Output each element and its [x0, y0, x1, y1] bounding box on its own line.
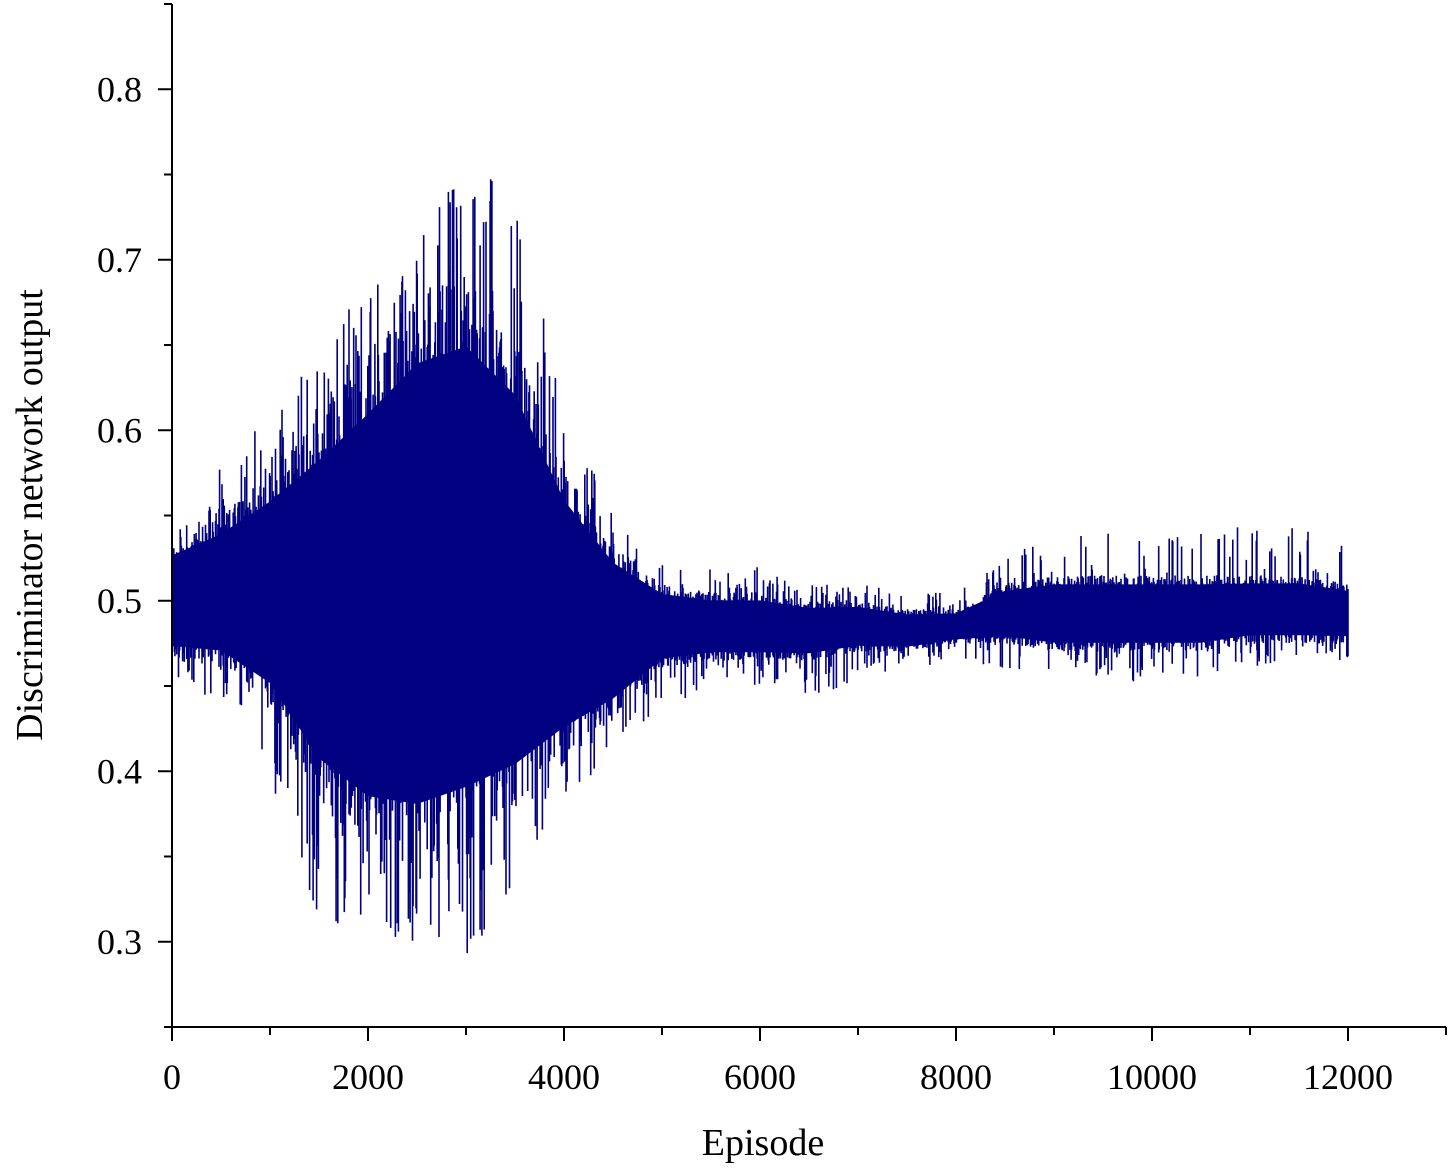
y-tick-label-5: 0.8: [97, 69, 142, 109]
y-tick-label-0: 0.3: [97, 922, 142, 962]
y-tick-label-3: 0.6: [97, 410, 142, 450]
series-band: [172, 346, 1348, 804]
y-tick-label-1: 0.4: [97, 751, 142, 791]
x-tick-label-0: 0: [163, 1057, 181, 1097]
plot-data-layer: [171, 179, 1349, 954]
y-axis-title: Discriminator network output: [9, 289, 51, 741]
x-tick-label-4: 8000: [920, 1057, 992, 1097]
x-tick-label-3: 6000: [724, 1057, 796, 1097]
x-tick-label-6: 12000: [1303, 1057, 1393, 1097]
x-axis-title: Episode: [702, 1122, 824, 1164]
x-tick-label-5: 10000: [1107, 1057, 1197, 1097]
y-tick-label-4: 0.7: [97, 240, 142, 280]
x-tick-label-2: 4000: [528, 1057, 600, 1097]
y-ticks: 0.3 0.4 0.5 0.6 0.7 0.8: [97, 3, 172, 1028]
x-tick-label-1: 2000: [332, 1057, 404, 1097]
x-ticks: 0 2000 4000 6000 8000 10000 12000: [163, 1027, 1447, 1097]
y-tick-label-2: 0.5: [97, 581, 142, 621]
